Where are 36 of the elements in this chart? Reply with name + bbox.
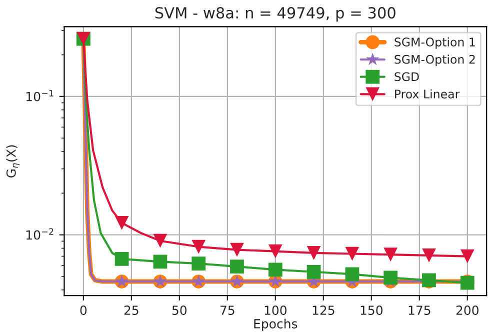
x-tick-label: 175 [408, 306, 430, 315]
point [422, 248, 436, 262]
point [153, 234, 168, 248]
x-tick-label: 75 [220, 306, 234, 315]
x-tick-label: 25 [124, 306, 138, 315]
x-tick-label: 50 [172, 306, 187, 315]
y-axis-title: G$_{η}$(X) [6, 145, 20, 178]
point [230, 260, 244, 274]
point [153, 254, 168, 269]
point [268, 244, 282, 258]
point [230, 242, 244, 257]
point [114, 216, 129, 230]
legend-label: SGD [394, 72, 419, 82]
x-tick-label: 125 [312, 306, 334, 315]
y-tick-label: 10$^{−1}$ [26, 90, 54, 102]
point [192, 240, 206, 254]
point [345, 246, 360, 261]
point [460, 249, 474, 264]
chart-title: SVM - w8a: n = 49749, p = 300 [155, 7, 396, 22]
point [114, 252, 129, 266]
point [268, 262, 282, 277]
point [306, 246, 321, 260]
point [192, 256, 206, 271]
point [306, 264, 321, 279]
x-tick-label: 100 [264, 306, 287, 315]
legend-label: SGM-Option 1 [394, 37, 475, 49]
legend-label: Prox Linear [395, 89, 460, 98]
y-tick-label: 10$^{−2}$ [26, 228, 54, 240]
x-tick-label: 200 [456, 306, 478, 315]
x-tick-label: 150 [360, 306, 382, 315]
point [345, 267, 360, 282]
x-tick-label: 0 [80, 306, 87, 315]
point [384, 270, 398, 285]
x-axis-title: Epochs [254, 318, 298, 331]
point [384, 248, 398, 262]
legend-label: SGM-Option 2 [394, 54, 475, 66]
